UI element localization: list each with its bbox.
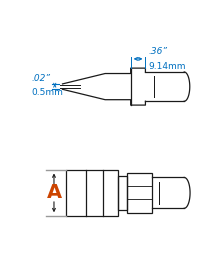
Text: .02”: .02” xyxy=(32,74,51,83)
Bar xyxy=(66,170,118,216)
Bar xyxy=(118,176,127,210)
Text: 9.14mm: 9.14mm xyxy=(149,62,186,71)
Text: 0.5mm: 0.5mm xyxy=(32,88,63,97)
Text: .36”: .36” xyxy=(149,47,168,56)
Bar xyxy=(127,173,152,213)
Text: A: A xyxy=(46,183,61,202)
